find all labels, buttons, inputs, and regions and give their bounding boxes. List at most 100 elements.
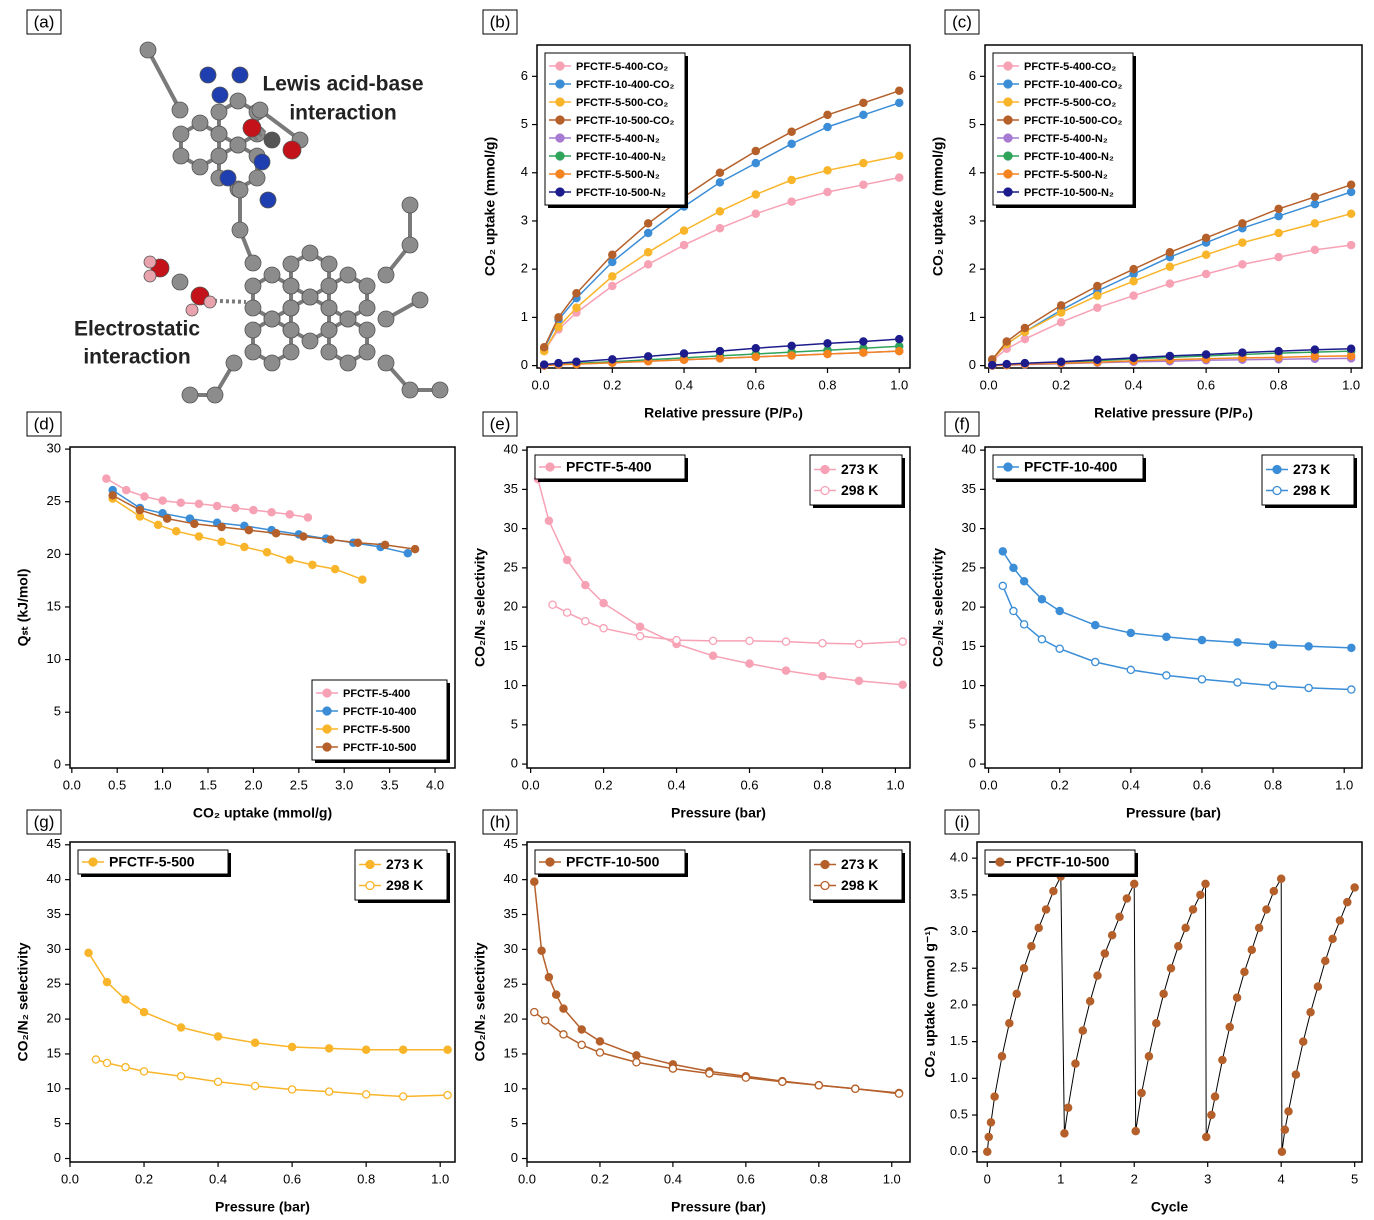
data-point [577,1040,586,1050]
data-point [1201,233,1211,243]
data-point [1020,334,1030,344]
data-point [572,303,581,312]
y-tick-label: 4 [969,164,976,179]
y-tick-label: 3 [521,212,528,227]
legend-label: PFCTF-5-400-CO₂ [1024,61,1116,73]
panel-label-box [944,809,980,835]
x-tick-label: 0.6 [1193,777,1211,792]
data-point [814,1081,824,1090]
legend-marker [1003,79,1013,89]
legend-label: PFCTF-5-500-CO₂ [1024,97,1116,109]
x-tick-label: 0.6 [740,777,758,792]
legend-marker [555,169,565,179]
data-point [1129,879,1139,889]
x-tick-label: 1.0 [1342,377,1360,392]
legend-marker [555,61,565,71]
y-tick-label: 20 [47,546,61,561]
legend-marker [1003,115,1013,125]
y-tick-label: 3.0 [950,923,968,938]
y-tick-label: 40 [504,442,518,457]
atom [431,381,449,399]
data-point [823,110,832,120]
data-point [898,680,907,690]
legend-label: PFCTF-10-500-CO₂ [1024,115,1123,127]
x-tick-label: 1 [1057,1171,1064,1186]
molecule-panel: (a) Lewis acid-base interaction Electros… [26,9,449,404]
legend-marker [1003,462,1013,472]
legend-label: PFCTF-10-500 [1016,854,1110,870]
data-point [581,580,590,590]
data-point [1100,949,1110,958]
legend-label: PFCTF-10-500-CO₂ [576,115,675,127]
x-tick-label: 0.0 [980,777,998,792]
y-tick-label: 10 [47,1080,61,1095]
panel-label: (h) [490,812,511,831]
data-point [1027,941,1036,951]
data-point [1207,1110,1216,1120]
data-point [581,616,590,626]
data-point [303,513,313,522]
annotation: interaction [289,102,396,125]
data-point [554,322,563,332]
data-point [285,510,294,519]
atom [242,118,262,138]
data-point [751,158,761,168]
x-tick-label: 0.0 [532,377,550,392]
x-tick-label: 0.2 [135,1171,153,1186]
x-tick-label: 0.6 [737,1171,755,1186]
data-point [217,522,226,532]
data-point [1055,644,1064,653]
x-tick-label: 3.0 [335,777,353,792]
data-point [1238,238,1247,247]
data-point [1201,350,1211,359]
chart: 0.0 0.2 0.4 0.6 0.8 1.0 0 5 10 15 20 25 30 35 40 45 Pres… [15,809,456,1215]
data-point [262,547,272,557]
legend-label: 273 K [841,461,878,477]
x-tick-label: 0.8 [1264,777,1282,792]
x-tick-label: 0.8 [1270,377,1288,392]
x-axis-label: Pressure (bar) [671,805,766,821]
x-tick-label: 1.0 [890,377,908,392]
atom [181,386,199,404]
x-tick-label: 0.4 [1122,777,1140,792]
data-point [1126,665,1136,675]
data-point [139,1007,149,1017]
y-tick-label: 2 [521,261,528,276]
atom [211,86,229,104]
legend-marker [322,688,332,698]
data-point [122,485,131,495]
legend-marker [555,187,565,197]
data-point [1225,1022,1234,1032]
x-tick-label: 0.8 [810,1171,828,1186]
data-point [859,110,868,120]
x-tick-label: 2.5 [290,777,308,792]
x-tick-label: 0.2 [1051,777,1069,792]
atom [244,277,262,295]
data-point [176,1023,186,1032]
data-point [217,537,226,546]
data-point [894,173,904,182]
bond [146,49,182,111]
x-tick-label: 0 [984,1171,991,1186]
y-tick-label: 25 [504,976,518,991]
data-point [1238,348,1247,357]
data-point [1129,353,1138,363]
atom [244,254,262,272]
data-point [1238,260,1247,269]
data-point [1201,879,1210,889]
data-point [608,272,617,281]
data-point [577,1025,586,1034]
data-point [643,248,653,257]
data-point [267,508,276,517]
data-point [823,349,832,359]
x-tick-label: 1.0 [886,777,904,792]
data-point [1049,886,1058,896]
chart: 0.0 0.2 0.4 0.6 0.8 1.0 0 5 10 15 20 25 30 35 40 Pressu… [472,411,911,821]
y-tick-label: 10 [962,677,976,692]
legend-label: PFCTF-10-500 [343,742,416,754]
data-point [548,600,557,610]
data-point [990,1092,999,1101]
data-point [1137,1088,1146,1098]
data-point [102,977,112,987]
bond [253,128,267,142]
